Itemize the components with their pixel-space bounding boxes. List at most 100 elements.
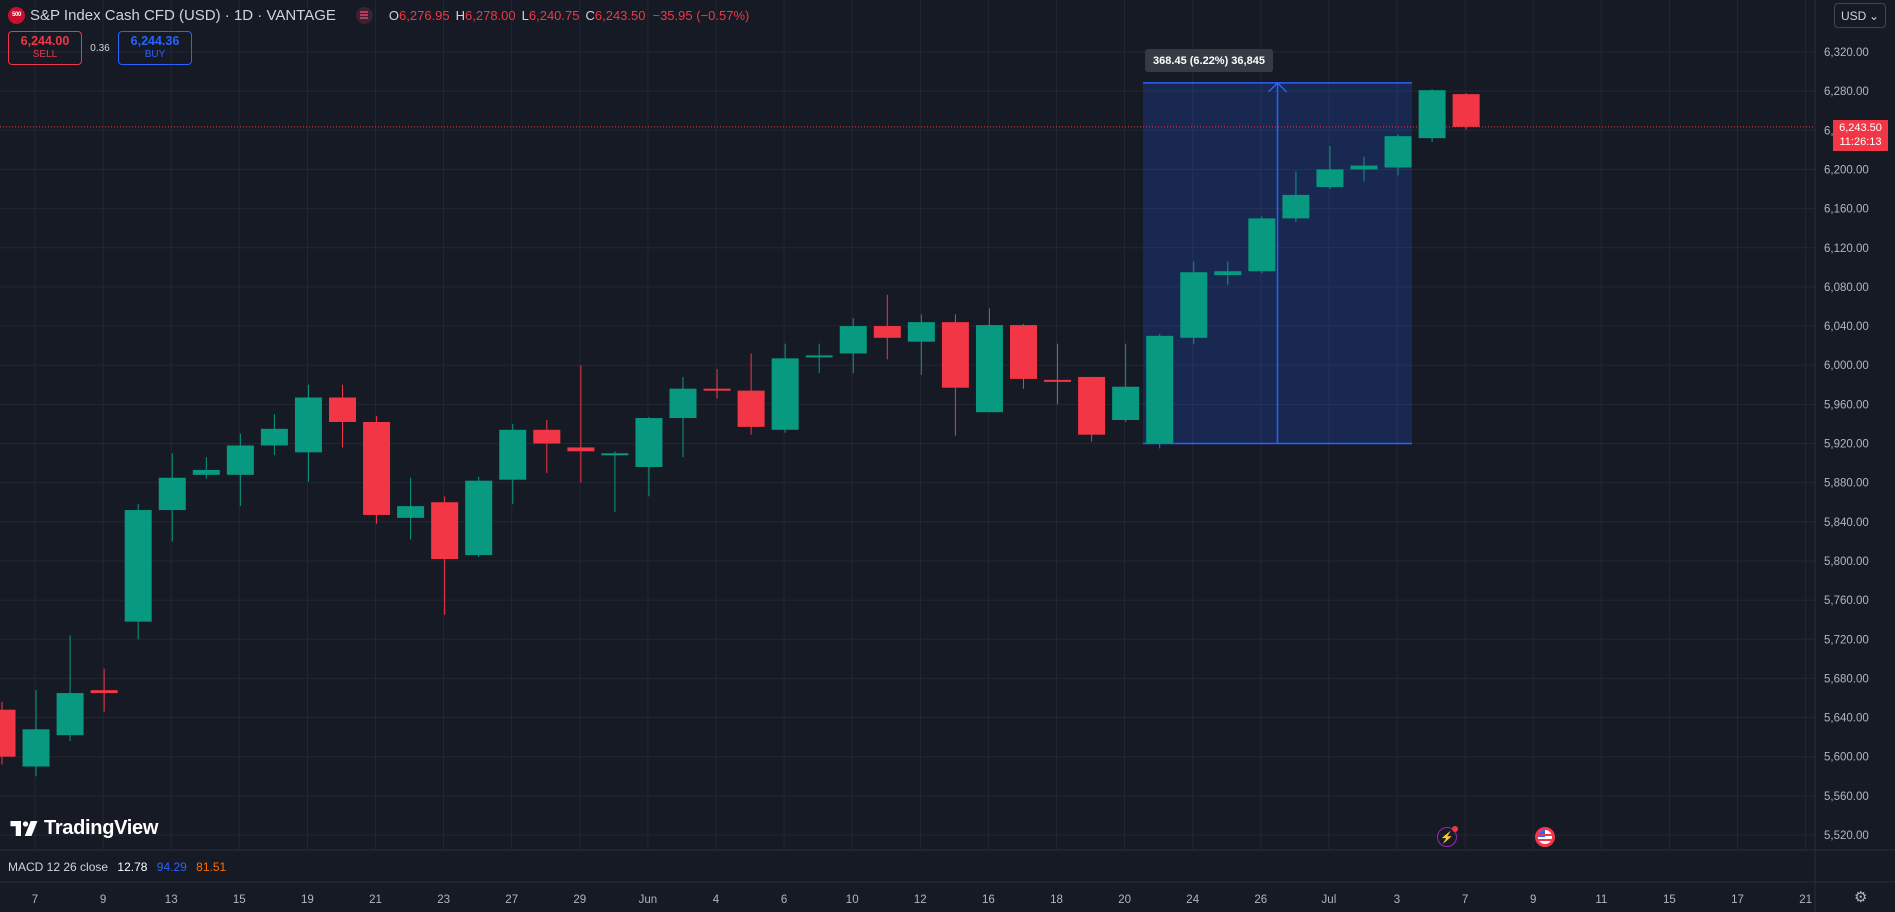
- candle-up: [1282, 194, 1310, 219]
- buy-button[interactable]: 6,244.36 BUY: [118, 31, 192, 65]
- candle-down: [1044, 379, 1072, 382]
- candle-up: [1214, 271, 1242, 276]
- candle-up: [635, 418, 663, 467]
- x-tick-label: 21: [1799, 894, 1812, 906]
- candle-up: [294, 397, 322, 453]
- candle-up: [1350, 165, 1378, 170]
- candle-up: [907, 322, 935, 342]
- macd-legend[interactable]: MACD 12 26 close 12.78 94.29 81.51: [8, 860, 226, 874]
- last-price-value: 6,243.50: [1839, 122, 1882, 134]
- x-tick-label: 27: [505, 894, 518, 906]
- y-tick-label: 5,600.00: [1824, 752, 1869, 764]
- measure-label: 368.45 (6.22%) 36,845: [1145, 49, 1273, 72]
- candle-down: [737, 390, 765, 427]
- candle-up: [839, 326, 867, 354]
- trade-buttons: 6,244.00 SELL 0.36 6,244.36 BUY: [8, 31, 192, 65]
- tradingview-icon: [10, 821, 38, 836]
- macd-value: 12.78: [117, 860, 148, 874]
- x-tick-label: 15: [1663, 894, 1676, 906]
- candle-down: [431, 502, 459, 559]
- collapse-icon[interactable]: [355, 6, 373, 24]
- y-tick-label: 5,680.00: [1824, 673, 1869, 685]
- y-tick-label: 5,920.00: [1824, 439, 1869, 451]
- y-tick-label: 5,720.00: [1824, 634, 1869, 646]
- x-tick-label: Jun: [639, 894, 658, 906]
- candle-up: [465, 480, 493, 556]
- candle-up: [499, 429, 527, 480]
- y-tick-label: 6,040.00: [1824, 321, 1869, 333]
- brand-name: TradingView: [44, 817, 159, 839]
- bar-countdown: 11:26:13: [1839, 136, 1882, 148]
- buy-price: 6,244.36: [130, 34, 180, 48]
- last-price-tag: 6,243.50 11:26:13: [1833, 120, 1888, 151]
- x-tick-label: 9: [100, 894, 106, 906]
- y-tick-label: 5,520.00: [1824, 830, 1869, 842]
- candle-up: [1384, 136, 1412, 168]
- x-tick-label: 15: [233, 894, 246, 906]
- low-key: L: [521, 7, 529, 23]
- candle-down: [1078, 376, 1106, 435]
- y-tick-label: 6,120.00: [1824, 243, 1869, 255]
- event-bolt-icon[interactable]: ⚡: [1437, 826, 1458, 847]
- x-tick-label: 16: [982, 894, 995, 906]
- x-tick-label: Jul: [1322, 894, 1337, 906]
- us-flag-icon[interactable]: [1535, 827, 1555, 847]
- candle-up: [260, 428, 288, 446]
- candle-up: [124, 510, 152, 622]
- candle-up: [1418, 90, 1446, 139]
- candle-down: [0, 709, 16, 757]
- macd-name: MACD 12 26 close: [8, 860, 109, 874]
- x-tick-label: 21: [369, 894, 382, 906]
- currency-select[interactable]: USD ⌄: [1834, 3, 1886, 28]
- candle-up: [226, 445, 254, 475]
- y-tick-label: 6,080.00: [1824, 282, 1869, 294]
- x-tick-label: 11: [1595, 894, 1607, 906]
- change-value: −35.95 (−0.57%): [652, 7, 750, 23]
- candle-up: [1248, 218, 1276, 272]
- buy-label: BUY: [144, 49, 166, 60]
- x-tick-label: 3: [1394, 894, 1400, 906]
- candle-down: [329, 397, 356, 422]
- x-tick-label: 7: [32, 894, 38, 906]
- y-tick-label: 6,160.00: [1824, 204, 1869, 216]
- histogram-value: 81.51: [196, 860, 227, 874]
- close-value: 6,243.50: [594, 7, 646, 23]
- x-tick-label: 17: [1731, 894, 1744, 906]
- sell-label: SELL: [32, 49, 58, 60]
- candle-up: [22, 729, 50, 767]
- signal-value: 94.29: [156, 860, 187, 874]
- x-tick-label: 23: [437, 894, 450, 906]
- candle-up: [1146, 335, 1174, 444]
- x-tick-label: 26: [1254, 894, 1267, 906]
- y-tick-label: 6,200.00: [1824, 164, 1869, 176]
- candle-down: [1452, 94, 1480, 127]
- x-tick-label: 19: [301, 894, 314, 906]
- close-key: C: [585, 7, 595, 23]
- x-tick-label: 18: [1050, 894, 1063, 906]
- y-tick-label: 5,960.00: [1824, 399, 1869, 411]
- chevron-down-icon: ⌄: [1868, 8, 1879, 23]
- gear-icon[interactable]: ⚙: [1854, 889, 1868, 906]
- candle-down: [90, 690, 118, 694]
- y-tick-label: 6,320.00: [1824, 47, 1869, 59]
- candle-up: [1316, 169, 1344, 188]
- candle-up: [669, 388, 697, 419]
- y-tick-label: 5,760.00: [1824, 595, 1869, 607]
- chart-header: 500 S&P Index Cash CFD (USD) · 1D · VANT…: [8, 5, 749, 25]
- sell-button[interactable]: 6,244.00 SELL: [8, 31, 82, 65]
- x-tick-label: 10: [846, 894, 859, 906]
- low-value: 6,240.75: [528, 7, 580, 23]
- symbol-title[interactable]: S&P Index Cash CFD (USD) · 1D · VANTAGE: [30, 6, 336, 24]
- currency-value: USD: [1841, 8, 1867, 23]
- candle-down: [703, 388, 731, 391]
- candle-up: [397, 506, 425, 518]
- y-tick-label: 5,640.00: [1824, 713, 1869, 725]
- x-tick-label: 4: [713, 894, 720, 906]
- x-tick-label: 6: [781, 894, 787, 906]
- y-tick-label: 5,880.00: [1824, 478, 1869, 490]
- candle-down: [363, 421, 391, 515]
- x-tick-label: 12: [914, 894, 927, 906]
- tradingview-logo[interactable]: TradingView: [10, 817, 158, 840]
- y-tick-label: 6,000.00: [1824, 360, 1869, 372]
